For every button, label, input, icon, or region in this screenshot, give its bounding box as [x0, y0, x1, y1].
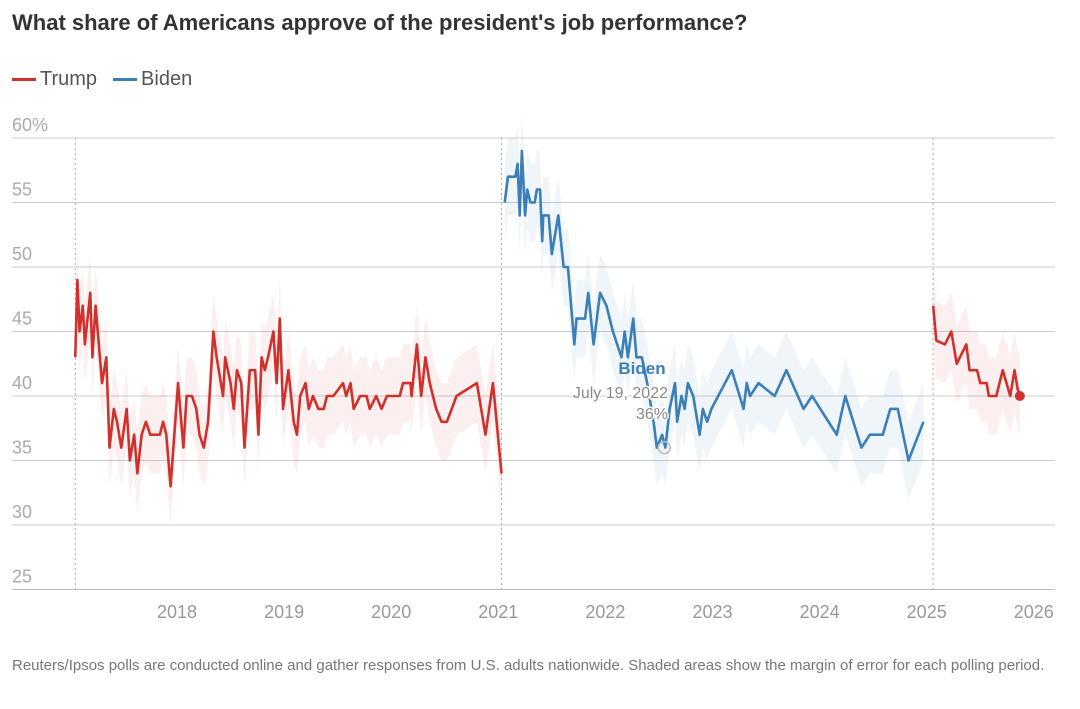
legend-swatch-trump	[12, 78, 36, 81]
legend-label-biden: Biden	[141, 68, 193, 90]
legend: Trump Biden	[12, 68, 192, 91]
y-tick-label: 50	[12, 244, 32, 264]
annotation-date: July 19, 2022	[573, 385, 668, 402]
x-tick-label: 2026	[1014, 602, 1054, 622]
annotation-value: 36%	[636, 406, 668, 423]
x-tick-label: 2024	[800, 602, 840, 622]
legend-swatch-biden	[113, 78, 138, 81]
series-line-trump	[73, 278, 503, 488]
y-tick-label: 55	[12, 180, 32, 200]
legend-label-trump: Trump	[40, 68, 98, 90]
margin-of-error-band-biden	[504, 112, 924, 500]
y-tick-label: 40	[12, 373, 32, 393]
margin-of-error-band-trump	[933, 267, 1020, 435]
y-tick-label: 30	[12, 502, 32, 522]
legend-item-trump: Trump	[12, 68, 97, 91]
margin-of-error-band-trump	[75, 241, 502, 525]
x-tick-label: 2025	[907, 602, 947, 622]
y-tick-label: 25	[12, 567, 32, 587]
chart-title: What share of Americans approve of the p…	[12, 10, 748, 35]
legend-item-biden: Biden	[113, 68, 192, 91]
last-point-marker	[1014, 391, 1025, 401]
series-line-trump	[931, 305, 1022, 398]
x-tick-label: 2021	[478, 602, 518, 622]
x-tick-label: 2023	[692, 602, 732, 622]
y-tick-label: 45	[12, 309, 32, 329]
annotation-name: Biden	[618, 359, 665, 378]
x-tick-label: 2018	[157, 602, 197, 622]
footnote: Reuters/Ipsos polls are conducted online…	[12, 657, 1045, 674]
x-tick-label: 2020	[371, 602, 411, 622]
x-tick-label: 2019	[264, 602, 304, 622]
series-line-biden	[503, 149, 925, 462]
y-tick-label: 35	[12, 438, 32, 458]
x-tick-label: 2022	[585, 602, 625, 622]
y-tick-label: 60%	[12, 115, 48, 135]
annotation-marker	[657, 440, 672, 455]
